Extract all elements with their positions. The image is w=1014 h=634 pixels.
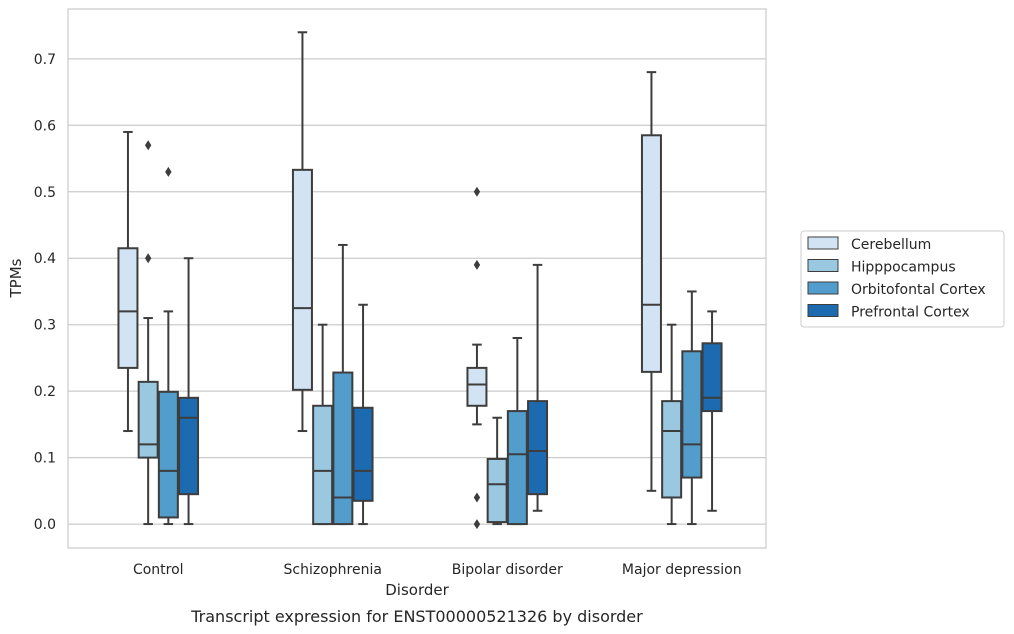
legend-swatch [807,259,839,272]
legend-label: Orbitofontal Cortex [851,282,986,298]
box [157,390,179,519]
legend: Cerebellum Hipppocampus Orbitofontal Corte… [800,230,1005,328]
outlier-marker [144,253,152,264]
box-group [466,186,488,530]
boxes [117,31,723,530]
box-group [661,323,683,526]
y-tick-label: 0.2 [34,384,56,400]
box [178,396,200,496]
box-group [701,310,723,512]
box-group [640,71,662,492]
box-group [527,263,549,512]
box [701,342,723,413]
box-group [137,140,159,526]
box-group [312,323,334,526]
box [332,371,354,526]
y-tick-label: 0.0 [34,517,56,533]
legend-label: Cerebellum [851,237,931,253]
legend-label: Hipppocampus [851,260,956,276]
y-tick-label: 0.6 [34,118,56,134]
plot-frame [67,8,767,549]
box-group [352,303,374,526]
box-group [486,416,508,526]
legend-frame [800,230,1005,328]
box-group [681,290,703,526]
outlier-marker [473,259,481,270]
x-tick-label: Bipolar disorder [452,562,563,578]
y-tick-label: 0.1 [34,451,56,467]
legend-label: Prefrontal Cortex [851,305,970,321]
legend-swatch [807,304,839,317]
box-group [178,257,200,526]
x-tick-label: Major depression [622,562,742,578]
outlier-marker [473,519,481,530]
outlier-marker [473,186,481,197]
legend-swatch [807,281,839,295]
box [137,380,159,459]
box [681,350,703,479]
box [117,247,139,369]
box [661,400,683,499]
outlier-marker [473,492,481,503]
box [312,404,334,526]
outlier-marker [165,166,172,177]
box [486,457,508,524]
box-group [506,336,528,526]
y-tick-label: 0.4 [34,251,56,267]
y-tick-label: 0.7 [34,52,56,68]
box-group [157,166,179,526]
box-group [117,130,139,433]
legend-swatch [807,236,839,250]
x-axis-title: Disorder [385,581,449,599]
outlier-marker [144,140,152,151]
y-tick-labels: 0.0 0.1 0.2 0.3 0.4 0.5 0.6 0.7 [34,52,56,533]
x-tick-labels: Control Schizophrenia Bipolar disorder Majo… [133,562,742,578]
box [291,168,313,391]
box [640,134,662,373]
x-tick-label: Schizophrenia [284,562,382,578]
y-tick-label: 0.3 [34,318,56,334]
box [466,366,488,407]
box [352,406,374,502]
box-group [332,243,354,526]
chart-caption: Transcript expression for ENST0000052132… [190,607,643,626]
box [527,400,549,496]
x-tick-label: Control [133,562,184,578]
box-group [291,31,313,433]
y-tick-label: 0.5 [34,185,56,201]
box [506,410,528,526]
y-axis-title: TPMs [7,258,25,298]
